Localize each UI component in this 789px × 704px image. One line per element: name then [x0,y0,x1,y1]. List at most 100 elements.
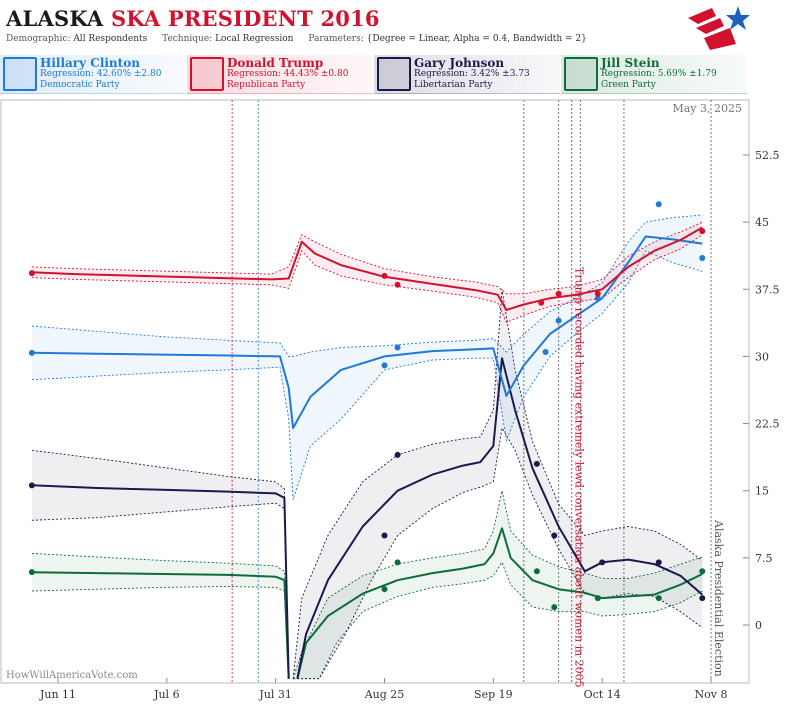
poll-point-hillary-clinton [594,295,601,302]
poll-point-gary-johnson [699,595,706,602]
candidate-name: Jill Stein [601,56,660,70]
donkey-icon [3,57,37,91]
y-tick-label: 30 [755,350,769,363]
candidate-name: Donald Trump [227,56,324,70]
poll-point-hillary-clinton [542,348,549,355]
poll-point-gary-johnson [381,532,388,539]
poll-point-hillary-clinton [381,362,388,369]
poll-point-jill-stein [594,595,601,602]
chart-header: ALASKA SKA PRESIDENT 2016 Demographic: A… [0,0,789,100]
upper-bound-jill-stein [292,490,703,679]
poll-point-gary-johnson [533,460,540,467]
upper-bound-donald-trump [31,221,703,295]
poll-point-gary-johnson [28,482,35,489]
candidate-regression: Regression: 42.60% ±2.80 [40,69,162,79]
confidence-band-gary-johnson [31,450,289,679]
trend-line-gary-johnson [296,357,703,679]
flag-star-icon [688,6,750,50]
demographic-value: All Respondents [73,34,148,44]
poll-point-jill-stein [394,559,401,566]
candidate-party: Republican Party [227,80,306,90]
annotation-lewd-conversation: Trump recorded having extremely lewd con… [573,267,586,688]
poll-point-hillary-clinton [699,254,706,261]
y-tick-label: 0 [755,619,762,632]
candidate-party: Democratic Party [40,80,120,90]
trend-line-hillary-clinton [31,235,703,429]
candidate-regression: Regression: 5.69% ±1.79 [601,69,717,79]
y-tick-label: 37.5 [755,283,780,296]
upper-bound-jill-stein [31,552,290,679]
x-tick-label: Jun 11 [39,688,76,701]
candidate-party: Libertarian Party [414,80,493,90]
upper-bound-gary-johnson [31,449,290,679]
poll-point-hillary-clinton [394,344,401,351]
trend-line-jill-stein [31,571,290,679]
lower-bound-donald-trump [31,234,703,323]
y-tick-label: 22.5 [755,418,780,431]
x-tick-label: Oct 14 [584,688,621,701]
technique-label: Technique: [162,34,213,44]
poll-point-donald-trump [394,281,401,288]
x-tick-label: Nov 8 [695,688,728,701]
poll-point-gary-johnson [655,559,662,566]
poll-point-jill-stein [28,569,35,576]
poll-point-jill-stein [655,595,662,602]
trend-line-jill-stein [296,527,703,679]
y-tick-label: 45 [755,216,769,229]
upper-bound-hillary-clinton [31,214,703,357]
poll-point-jill-stein [551,604,558,611]
lower-bound-gary-johnson [293,426,703,680]
page-title: ALASKA SKA PRESIDENT 2016 [6,6,380,31]
y-tick-label: 52.5 [755,149,780,162]
parameters-label: Parameters: [308,34,364,44]
poll-point-donald-trump [381,272,388,279]
candidate-regression: Regression: 44.43% ±0.80 [227,69,349,79]
leaf-icon [564,57,598,91]
confidence-band-gary-johnson [293,289,703,679]
trend-line-donald-trump [31,226,703,311]
candidate-party: Green Party [601,80,656,90]
poll-point-gary-johnson [551,532,558,539]
confidence-band-jill-stein [31,553,289,679]
confidence-band-hillary-clinton [31,215,703,500]
poll-point-gary-johnson [599,559,606,566]
x-tick-label: Sep 19 [474,688,513,701]
poll-point-donald-trump [538,299,545,306]
poll-point-gary-johnson [394,451,401,458]
candidate-name: Gary Johnson [414,56,505,70]
poll-point-hillary-clinton [28,349,35,356]
confidence-band-jill-stein [293,490,703,679]
legend-item-johnson: Gary Johnson Regression: 3.42% ±3.73 Lib… [374,55,560,94]
poll-point-donald-trump [594,290,601,297]
watermark: HowWillAmericaVote.com [6,670,138,681]
poll-point-donald-trump [699,228,706,235]
legend-item-stein: Jill Stein Regression: 5.69% ±1.79 Green… [561,55,747,94]
candidate-name: Hillary Clinton [40,56,140,70]
annotation-election-day: Alaska Presidential Election [712,519,725,677]
poll-point-jill-stein [381,586,388,593]
x-tick-label: Aug 25 [364,688,405,701]
parameters-value: {Degree = Linear, Alpha = 0.4, Bandwidth… [366,34,587,44]
lower-bound-gary-johnson [31,502,290,679]
parameters-line: Demographic: All Respondents Technique: … [6,34,587,44]
lower-bound-hillary-clinton [31,250,703,500]
candidate-regression: Regression: 3.42% ±3.73 [414,69,530,79]
demographic-label: Demographic: [6,34,71,44]
legend-item-clinton: Hillary Clinton Regression: 42.60% ±2.80… [0,55,186,94]
liberty-torch-icon [377,57,411,91]
upper-bound-gary-johnson [292,289,703,679]
poll-point-jill-stein [699,568,706,575]
poll-point-jill-stein [533,568,540,575]
trend-line-gary-johnson [31,484,290,679]
title-race: SKA PRESIDENT 2016 [110,6,380,31]
legend-item-trump: Donald Trump Regression: 44.43% ±0.80 Re… [187,55,373,94]
date-stamp: May 3, 2025 [672,102,742,115]
poll-point-donald-trump [555,290,562,297]
poll-point-donald-trump [28,270,35,277]
y-tick-label: 15 [755,485,769,498]
elephant-icon [190,57,224,91]
technique-value: Local Regression [215,34,294,44]
poll-point-hillary-clinton [655,201,662,208]
title-state: ALASKA [6,6,104,31]
